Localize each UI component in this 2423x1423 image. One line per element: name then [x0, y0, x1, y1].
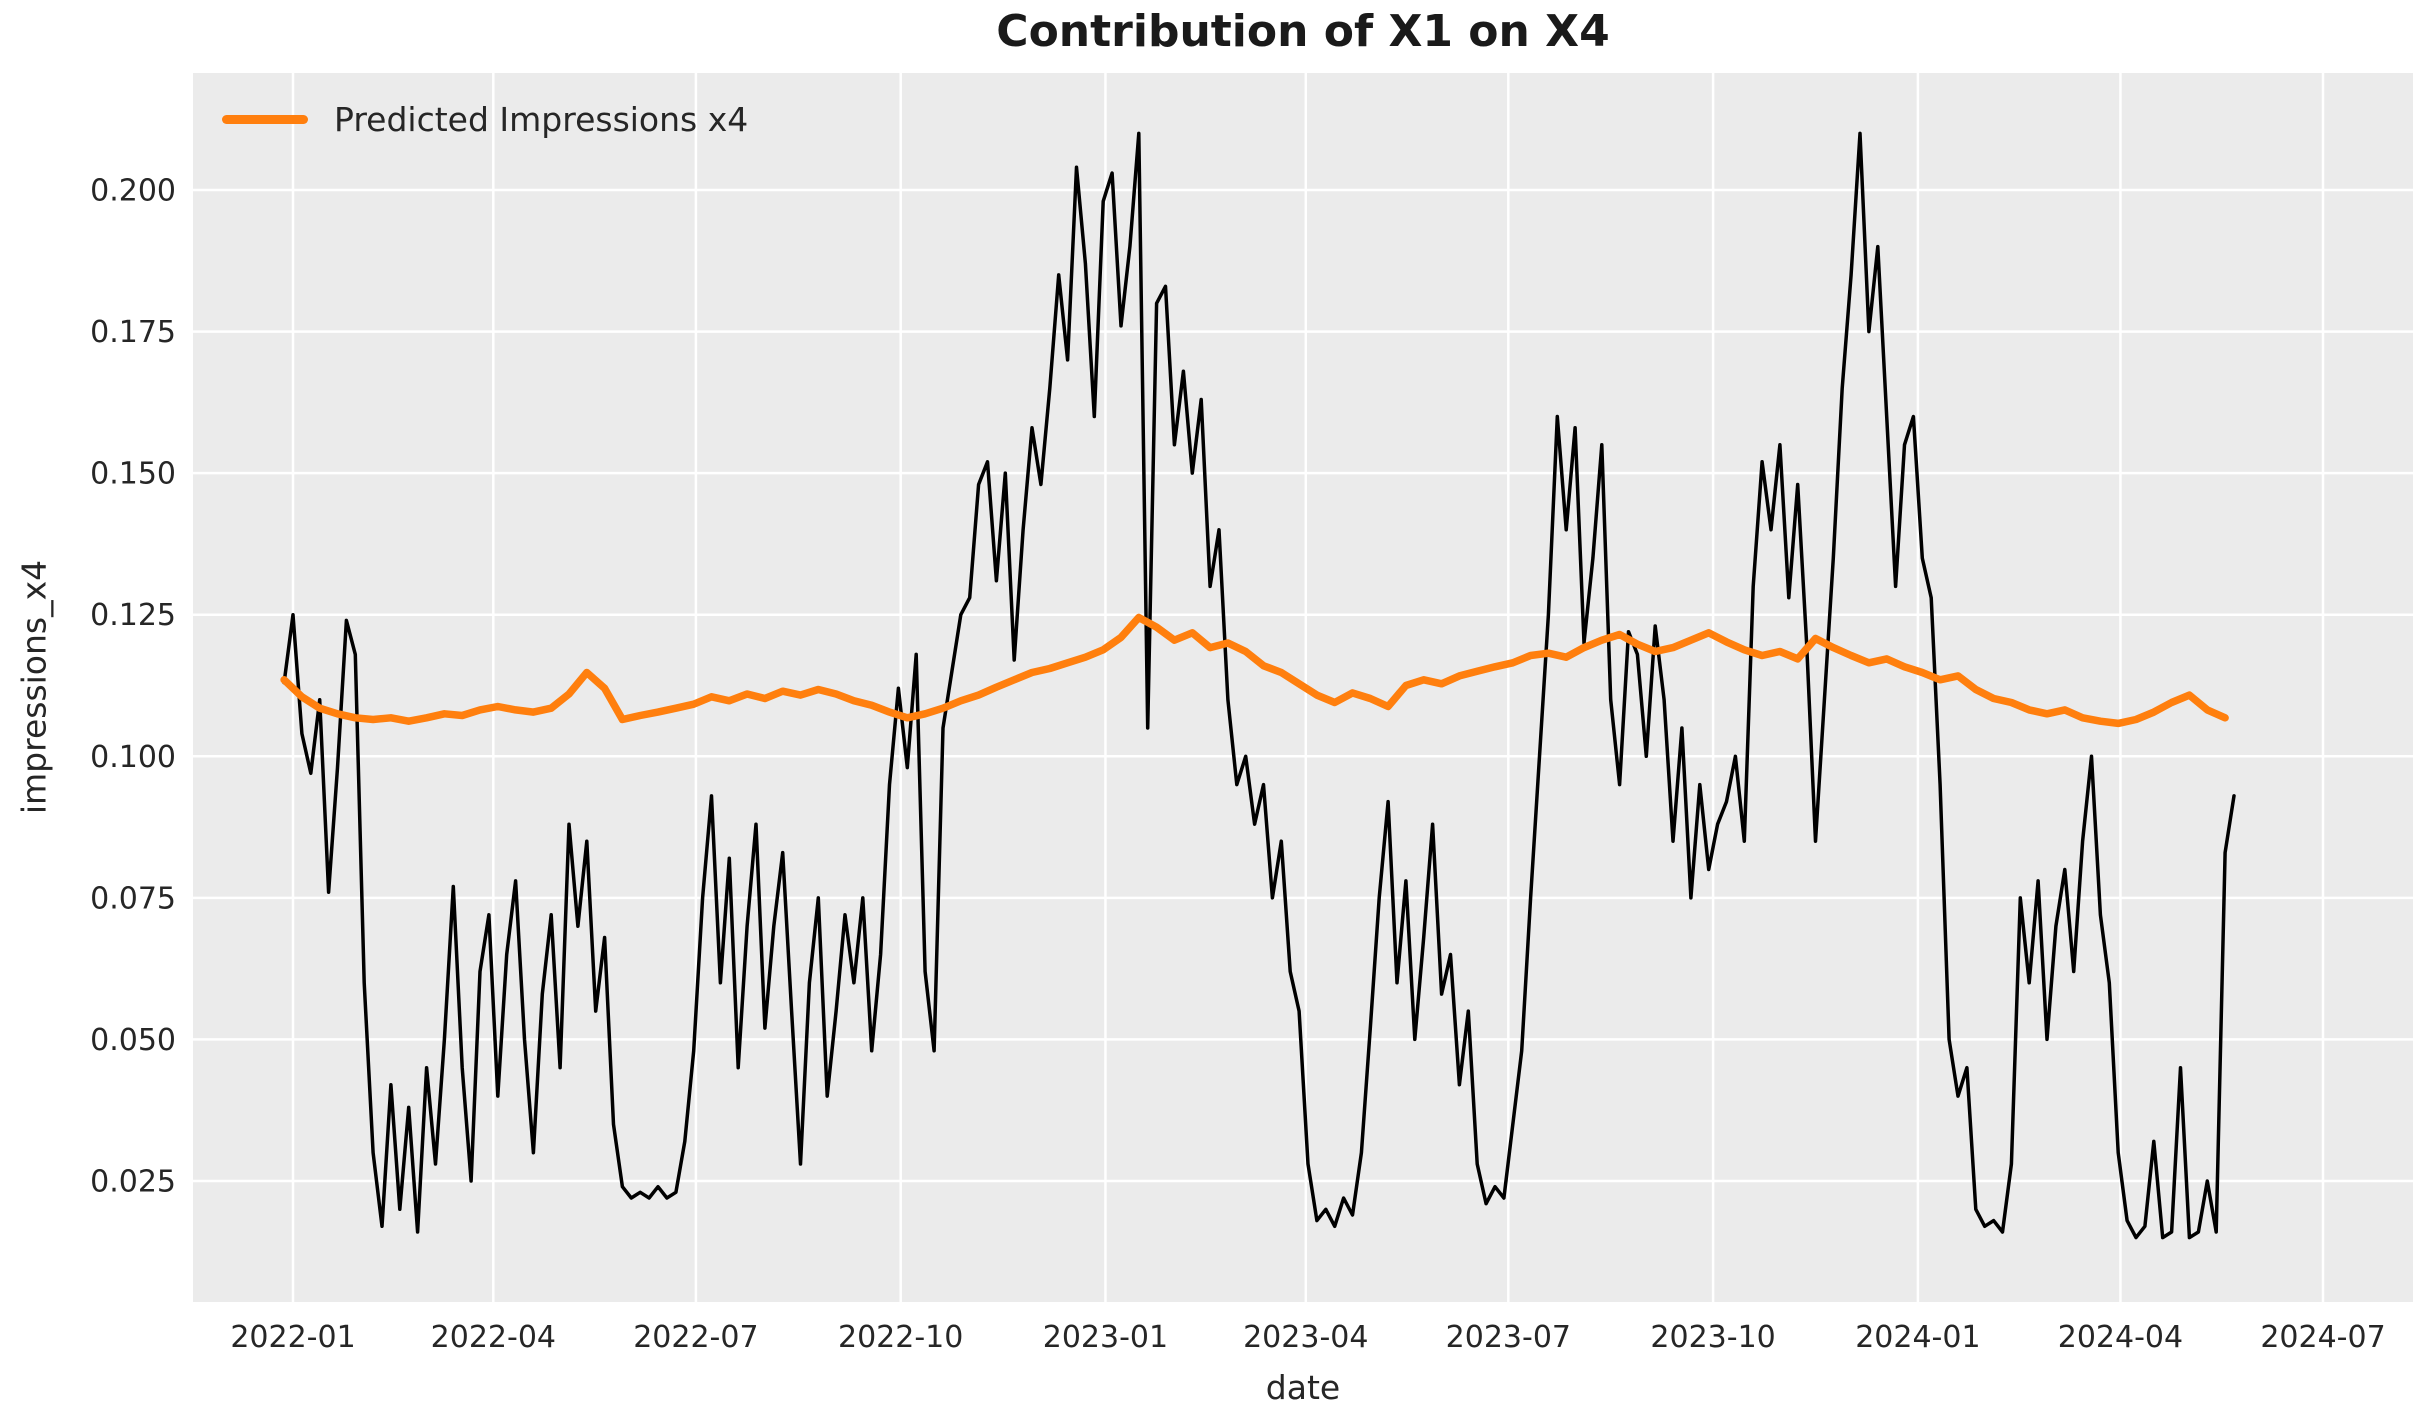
series-line-impressions_x4	[282, 131, 2236, 1240]
x-tick-label: 2023-01	[1043, 1320, 1168, 1355]
y-tick-label: 0.100	[90, 740, 176, 775]
x-tick-label: 2023-07	[1446, 1320, 1571, 1355]
y-axis-label: impressions_x4	[14, 559, 54, 815]
y-tick-label: 0.200	[90, 174, 176, 209]
x-axis-label: date	[1265, 1368, 1341, 1407]
x-tick-label: 2022-10	[838, 1320, 963, 1355]
legend-label: Predicted Impressions x4	[334, 100, 749, 139]
y-tick-label: 0.050	[90, 1023, 176, 1058]
chart-title: Contribution of X1 on X4	[996, 6, 1610, 57]
y-tick-label: 0.150	[90, 457, 176, 492]
x-tick-label: 2024-07	[2260, 1320, 2385, 1355]
x-tick-label: 2022-01	[230, 1320, 355, 1355]
legend: Predicted Impressions x4	[222, 100, 748, 139]
x-tick-label: 2023-10	[1650, 1320, 1775, 1355]
x-tick-label: 2024-01	[1855, 1320, 1980, 1355]
y-tick-label: 0.075	[90, 881, 176, 916]
y-tick-label: 0.025	[90, 1165, 176, 1200]
x-tick-label: 2022-04	[431, 1320, 556, 1355]
y-tick-label: 0.125	[90, 598, 176, 633]
y-tick-label: 0.175	[90, 315, 176, 350]
series-line-predicted-impressions-x4	[280, 613, 2229, 728]
x-tick-label: 2024-04	[2058, 1320, 2183, 1355]
legend-line-sample	[222, 115, 308, 124]
x-tick-label: 2022-07	[633, 1320, 758, 1355]
x-tick-label: 2023-04	[1243, 1320, 1368, 1355]
